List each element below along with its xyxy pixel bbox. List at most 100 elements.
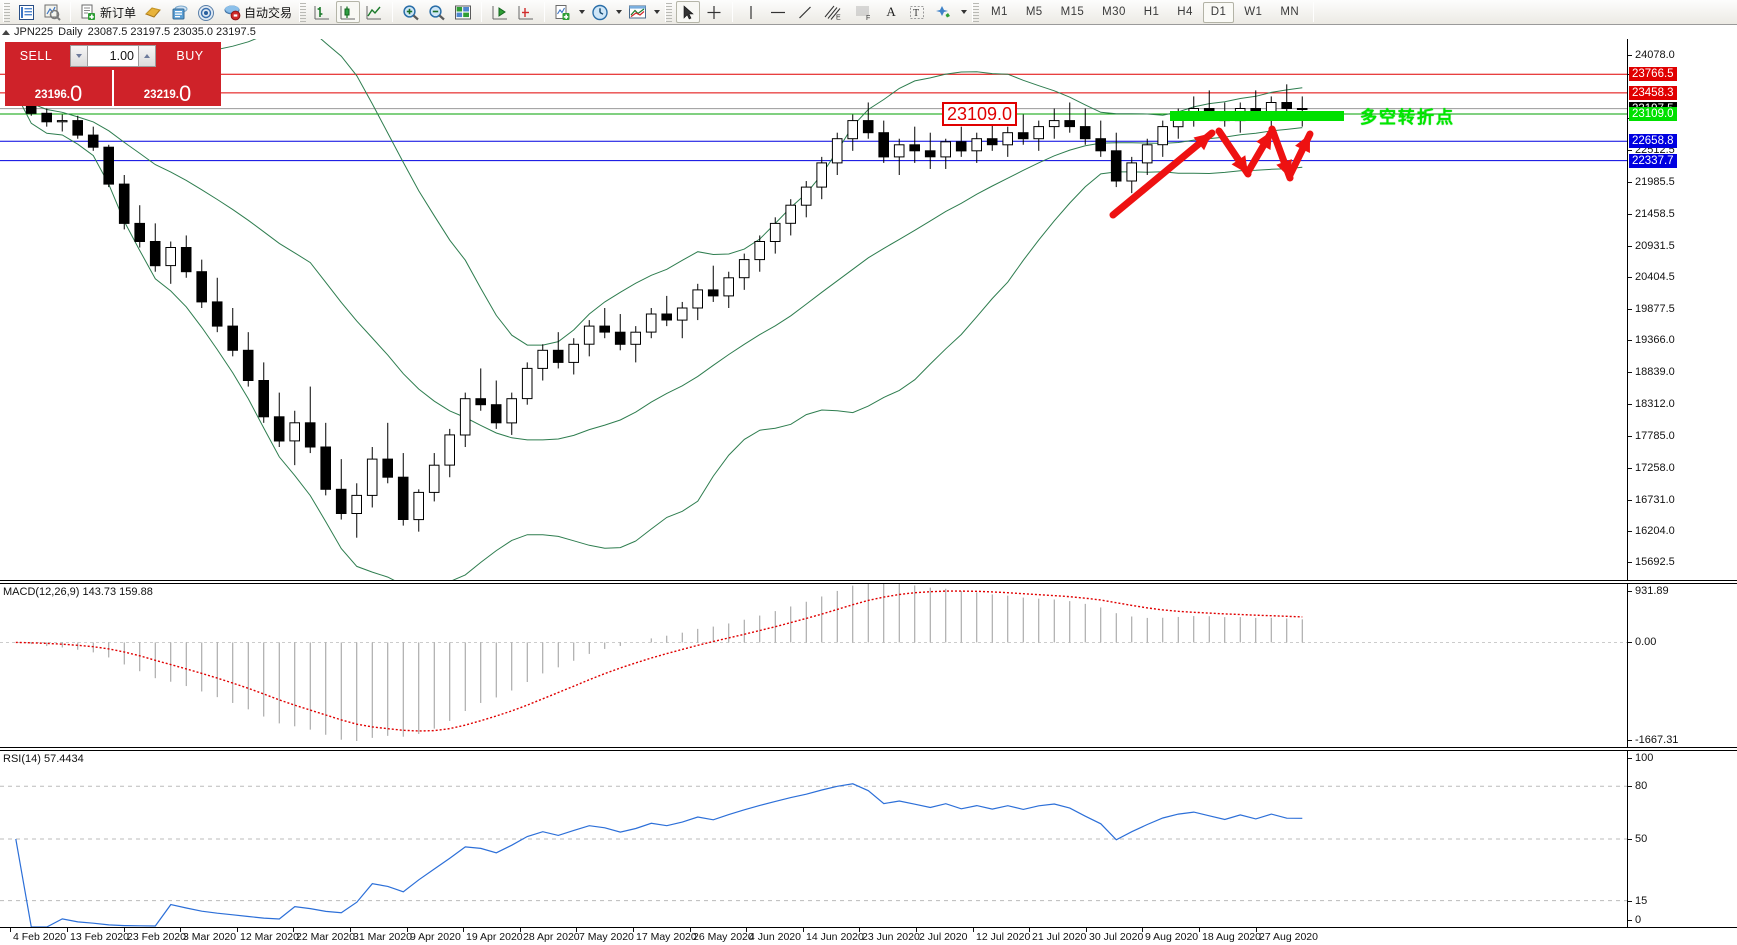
rsi-plot-area[interactable] [0,751,1627,927]
new-order-label: 新订单 [100,5,137,20]
data-window-icon[interactable] [40,1,64,23]
market-watch-icon[interactable] [14,1,38,23]
templates-dropdown-arrow[interactable] [651,1,662,23]
fibonacci-icon[interactable]: F [849,1,877,23]
text-tool-label: A [886,4,896,19]
buy-button[interactable]: BUY [159,42,221,70]
sell-price[interactable]: 23196 . 0 [5,70,112,106]
sell-price-dot: . [66,89,70,101]
toolbar-separator-3 [481,2,483,22]
pane-divider-2[interactable] [0,747,1737,751]
toolbar-separator-1 [70,2,71,22]
buy-price-dot: . [175,89,179,101]
crosshair-icon[interactable] [702,1,726,23]
timeframe-m30[interactable]: M30 [1102,6,1126,18]
expert-advisors-icon[interactable] [168,1,192,23]
rsi-pane[interactable]: RSI(14) 57.4434 100 80 50 15 0 [0,751,1737,927]
zoom-out-icon[interactable] [425,1,449,23]
price-pane[interactable]: 多空转折点 23109.0 24078.023766.523035.522512… [0,39,1737,580]
price-chart-svg [0,39,1627,580]
timeframe-w1[interactable]: W1 [1244,6,1263,18]
price-level-tag: 23109.0 [942,102,1018,126]
toolbar-separator-6 [1313,2,1315,22]
trade-panel-price-row: 23196 . 0 23219 . 0 [5,70,221,106]
macd-axis[interactable]: 931.89 0.00 -1667.31 [1627,584,1737,747]
toolbar-separator-2 [392,2,394,22]
equidistant-channel-icon[interactable]: E [819,1,847,23]
autotrading-label: 自动交易 [244,5,293,20]
periodicity-icon[interactable] [588,1,612,23]
buy-price-fraction: 0 [178,81,192,106]
toolbar-grip-4[interactable] [972,2,980,22]
zoom-in-icon[interactable] [399,1,423,23]
metaeditor-icon[interactable] [141,1,166,23]
buy-price[interactable]: 23219 . 0 [114,70,221,106]
candlestick-chart-icon[interactable] [336,1,361,23]
price-level-label: 23109.0 [1629,107,1677,121]
tile-windows-icon[interactable] [451,1,475,23]
horizontal-line-icon[interactable] [765,1,791,23]
chart-shift-icon[interactable] [488,1,512,23]
timeframe-h4[interactable]: H4 [1177,6,1193,18]
auto-scroll-icon[interactable] [514,1,538,23]
shapes-dropdown-arrow[interactable] [958,1,969,23]
price-level-label: 22658.8 [1629,134,1677,149]
text-label-icon[interactable]: T [905,1,929,23]
periodicity-dropdown-arrow[interactable] [613,1,624,23]
autotrading-button[interactable]: 自动交易 [220,1,295,23]
turning-point-annotation: 多空转折点 [1360,108,1455,127]
toolbar-grip-1[interactable] [3,2,10,22]
time-axis[interactable]: 4 Feb 2020 13 Feb 2020 23 Feb 2020 3 Mar 20… [0,927,1737,945]
new-order-button[interactable]: 新订单 [77,1,139,23]
volume-decrease-button[interactable] [70,45,88,67]
svg-text:F: F [866,15,870,21]
price-axis[interactable]: 24078.023766.523035.522512.521985.521458… [1627,39,1737,580]
macd-plot-area[interactable] [0,584,1627,747]
indicators-icon[interactable] [551,1,575,23]
bar-chart-icon[interactable] [310,1,334,23]
rsi-title: RSI(14) 57.4434 [3,753,84,765]
timeframe-m15[interactable]: M15 [1060,6,1085,18]
buy-price-integer: 23219 [143,89,176,101]
sell-price-fraction: 0 [69,81,83,106]
templates-icon[interactable] [625,1,650,23]
vertical-line-icon[interactable] [739,1,763,23]
toolbar-separator-4 [544,2,546,22]
macd-title: MACD(12,26,9) 143.73 159.88 [3,586,153,598]
timeframe-h1[interactable]: H1 [1143,6,1160,18]
trade-panel-top-row: SELL 1.00 BUY [5,42,221,70]
chart-panes: 多空转折点 23109.0 24078.023766.523035.522512… [0,39,1737,945]
price-level-label: 23458.3 [1629,85,1677,100]
macd-chart-svg [0,584,1627,741]
collapse-triangle-icon[interactable] [2,29,10,35]
trendline-icon[interactable] [793,1,817,23]
svg-text:E: E [836,14,841,21]
symbol-timeframe: Daily [58,26,83,38]
symbol-name: JPN225 [14,26,54,38]
shapes-icon[interactable] [931,1,957,23]
timeframe-m1[interactable]: M1 [991,6,1008,18]
timeframe-m5[interactable]: M5 [1025,6,1043,18]
symbol-ohlc: 23087.5 23197.5 23035.0 23197.5 [87,26,256,38]
signals-icon[interactable] [194,1,218,23]
rsi-axis[interactable]: 100 80 50 15 0 [1627,751,1737,927]
toolbar-grip-2[interactable] [299,2,307,22]
text-icon[interactable]: A [879,1,903,23]
rsi-chart-svg [0,783,1627,927]
timeframe-mn[interactable]: MN [1280,6,1300,18]
one-click-trading-panel: SELL 1.00 BUY 23196 . 0 23219 . 0 [5,42,221,106]
support-zone-highlight [1170,111,1344,121]
price-plot-area[interactable]: 多空转折点 23109.0 [0,39,1627,580]
price-level-label: 22337.7 [1629,153,1677,168]
sell-price-integer: 23196 [34,89,67,101]
cursor-icon[interactable] [676,1,701,23]
macd-pane[interactable]: MACD(12,26,9) 143.73 159.88 931.89 0.00 -1… [0,584,1737,747]
line-chart-icon[interactable] [362,1,386,23]
volume-increase-button[interactable] [138,45,156,67]
sell-button[interactable]: SELL [5,42,67,70]
indicators-dropdown-arrow[interactable] [576,1,587,23]
timeframe-d1[interactable]: D1 [1202,1,1235,23]
toolbar-grip-3[interactable] [665,2,673,22]
volume-input[interactable]: 1.00 [88,45,138,67]
